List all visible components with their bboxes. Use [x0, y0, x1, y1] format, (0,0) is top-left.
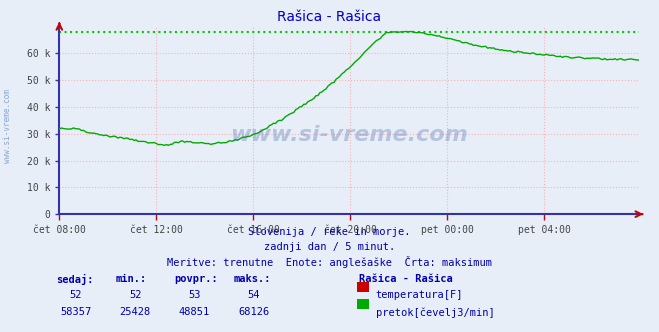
Text: Rašica - Rašica: Rašica - Rašica — [277, 10, 382, 24]
Text: 53: 53 — [188, 290, 200, 300]
Text: 52: 52 — [70, 290, 82, 300]
Text: Rašica - Rašica: Rašica - Rašica — [359, 274, 453, 284]
Text: 25428: 25428 — [119, 307, 151, 317]
Text: povpr.:: povpr.: — [175, 274, 218, 284]
Text: sedaj:: sedaj: — [56, 274, 94, 285]
Text: maks.:: maks.: — [234, 274, 272, 284]
Text: Slovenija / reke in morje.: Slovenija / reke in morje. — [248, 227, 411, 237]
Text: min.:: min.: — [115, 274, 146, 284]
Text: 54: 54 — [248, 290, 260, 300]
Text: 48851: 48851 — [179, 307, 210, 317]
Text: 68126: 68126 — [238, 307, 270, 317]
Text: 58357: 58357 — [60, 307, 92, 317]
Text: www.si-vreme.com: www.si-vreme.com — [3, 89, 13, 163]
Text: 52: 52 — [129, 290, 141, 300]
Text: Meritve: trenutne  Enote: anglešaške  Črta: maksimum: Meritve: trenutne Enote: anglešaške Črta… — [167, 256, 492, 268]
Text: pretok[čevelj3/min]: pretok[čevelj3/min] — [376, 307, 494, 318]
Text: temperatura[F]: temperatura[F] — [376, 290, 463, 300]
Text: www.si-vreme.com: www.si-vreme.com — [231, 125, 468, 145]
Text: zadnji dan / 5 minut.: zadnji dan / 5 minut. — [264, 242, 395, 252]
